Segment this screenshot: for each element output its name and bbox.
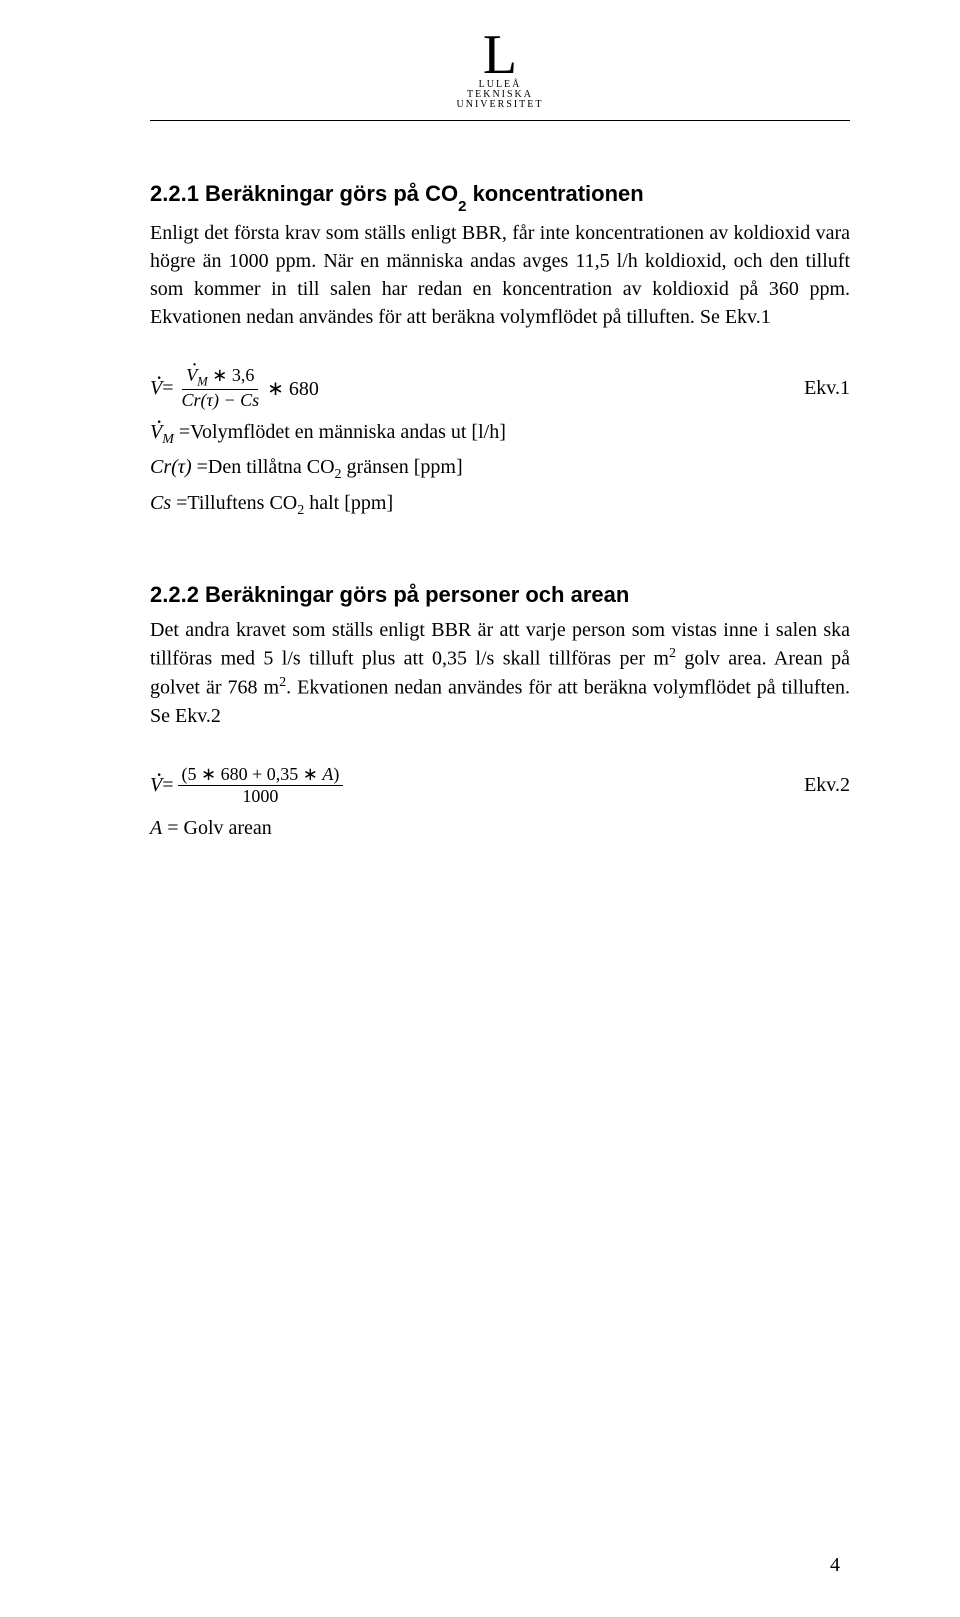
eq1-def2: Cr(τ) =Den tillåtna CO2 gränsen [ppm]	[150, 451, 850, 486]
fraction-1: VM ∗ 3,6 Cr(τ) − Cs	[178, 365, 264, 412]
cs-symbol: Cs	[150, 492, 171, 514]
s2p1-sup1: 2	[669, 646, 676, 661]
equation-1: V = VM ∗ 3,6 Cr(τ) − Cs ∗ 680	[150, 365, 319, 412]
eq1-def1: VM =Volymflödet en människa andas ut [l/…	[150, 416, 850, 451]
heading1-suffix: koncentrationen	[466, 181, 643, 206]
vm-symbol: V	[150, 416, 162, 448]
logo-letter: L	[457, 30, 544, 80]
page-number: 4	[830, 1554, 840, 1577]
eq1-def3: Cs =Tilluftens CO2 halt [ppm]	[150, 487, 850, 522]
vdot-symbol-2: V	[150, 774, 162, 797]
eq2-def1: A = Golv arean	[150, 812, 850, 844]
equation-1-label: Ekv.1	[804, 377, 850, 400]
equals-sign: =	[162, 377, 173, 400]
section2-paragraph1: Det andra kravet som ställs enligt BBR ä…	[150, 616, 850, 729]
cr-tau-symbol: Cr(τ)	[150, 456, 192, 478]
logo-line3: UNIVERSITET	[457, 100, 544, 110]
section1-paragraph1: Enligt det första krav som ställs enligt…	[150, 219, 850, 331]
frac1-num-const: ∗ 3,6	[208, 365, 255, 385]
a-symbol: A	[150, 817, 162, 839]
heading1-prefix: 2.2.1 Beräkningar görs på CO	[150, 181, 458, 206]
fraction-2: (5 ∗ 680 + 0,35 ∗ A) 1000	[178, 764, 344, 808]
eq1-def2-sub: 2	[335, 467, 342, 482]
frac2-numerator: (5 ∗ 680 + 0,35 ∗ A)	[178, 764, 344, 787]
equation-1-row: V = VM ∗ 3,6 Cr(τ) − Cs ∗ 680 Ekv.1	[150, 365, 850, 412]
eq1-def3-text: =Tilluftens CO	[171, 492, 297, 514]
equation-2: V = (5 ∗ 680 + 0,35 ∗ A) 1000	[150, 764, 347, 808]
header-divider	[150, 120, 850, 121]
equation-2-label: Ekv.2	[804, 774, 850, 797]
section-heading-1: 2.2.1 Beräkningar görs på CO2 koncentrat…	[150, 181, 850, 210]
header-logo-block: L LULEÅ TEKNISKA UNIVERSITET	[150, 30, 850, 110]
eq1-def1-text: =Volymflödet en människa andas ut [l/h]	[174, 421, 506, 443]
heading1-sub: 2	[458, 198, 466, 215]
eq1-def3-suffix: halt [ppm]	[304, 492, 393, 514]
frac1-numerator: VM ∗ 3,6	[182, 365, 258, 391]
frac2-denominator: 1000	[238, 786, 282, 808]
eq1-def2-suffix: gränsen [ppm]	[342, 456, 463, 478]
logo: L LULEÅ TEKNISKA UNIVERSITET	[457, 30, 544, 110]
vm-sub: M	[162, 432, 174, 447]
vdot-symbol: V	[150, 377, 162, 400]
eq1-def2-text: =Den tillåtna CO	[192, 456, 335, 478]
eq1-mult: ∗ 680	[267, 376, 319, 401]
eq2-def1-text: = Golv arean	[162, 817, 272, 839]
equals-sign-2: =	[162, 774, 173, 797]
frac1-denominator: Cr(τ) − Cs	[178, 390, 264, 412]
section-heading-2: 2.2.2 Beräkningar görs på personer och a…	[150, 582, 850, 608]
equation-2-row: V = (5 ∗ 680 + 0,35 ∗ A) 1000 Ekv.2	[150, 764, 850, 808]
